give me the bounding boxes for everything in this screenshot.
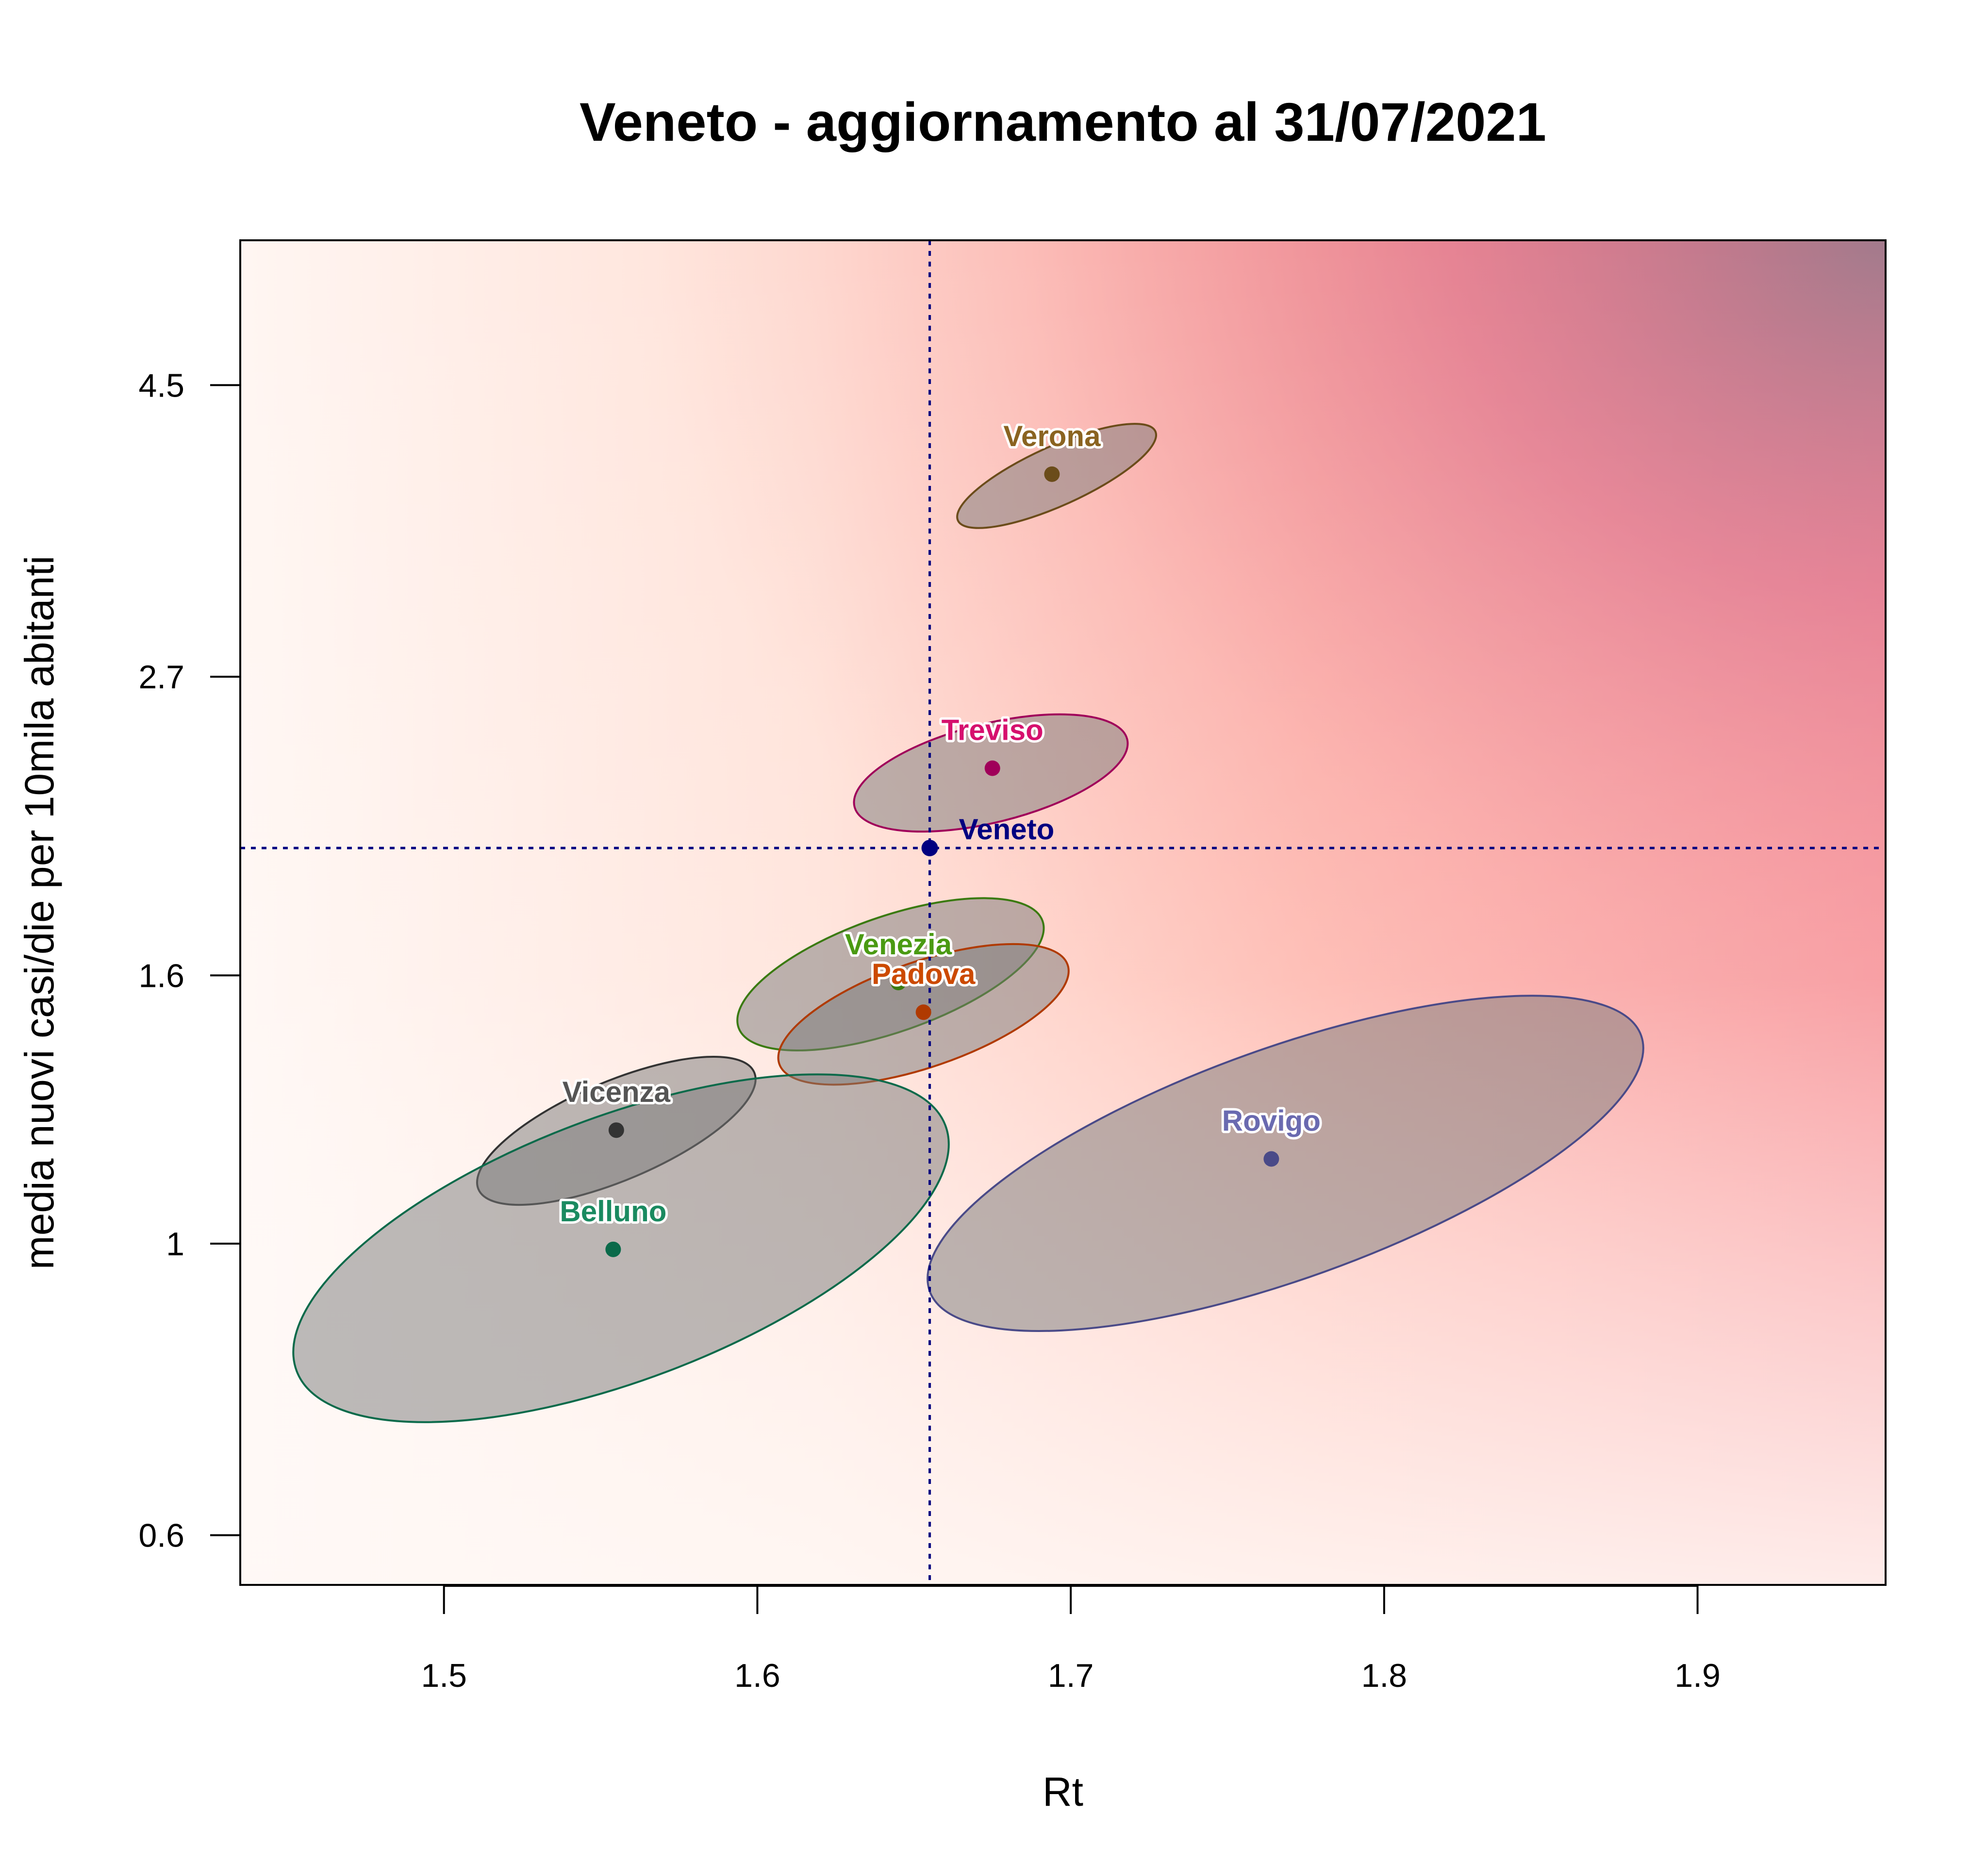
y-tick-label: 1.6 <box>138 957 184 994</box>
point-padova <box>915 1004 931 1020</box>
reference-lines <box>240 240 1886 1585</box>
x-axis: 1.5 1.6 1.7 1.8 1.9 <box>421 1585 1721 1694</box>
y-axis-label: media nuovi casi/die per 10mila abitanti <box>17 556 62 1270</box>
point-verona <box>1044 466 1060 482</box>
x-tick-label: 1.6 <box>734 1657 780 1694</box>
y-tick-label: 2.7 <box>138 659 184 696</box>
point-venezia <box>891 975 906 991</box>
label-padova: Padova <box>872 958 976 990</box>
x-tick-label: 1.5 <box>421 1657 467 1694</box>
x-tick-label: 1.8 <box>1361 1657 1408 1694</box>
label-venezia: Venezia <box>845 928 952 961</box>
label-vicenza: Vicenza <box>563 1076 671 1108</box>
y-tick-label: 0.6 <box>138 1517 184 1554</box>
point-veneto <box>921 839 938 856</box>
chart-title: Veneto - aggiornamento al 31/07/2021 <box>580 92 1546 152</box>
point-treviso <box>984 760 1000 776</box>
label-verona: Verona <box>1003 420 1101 452</box>
confidence-ellipses <box>292 423 1644 1423</box>
point-belluno <box>605 1241 621 1257</box>
ellipse-belluno <box>292 1073 950 1423</box>
y-tick-label: 1 <box>166 1226 184 1263</box>
x-axis-label: Rt <box>1043 1769 1083 1814</box>
x-tick-label: 1.9 <box>1674 1657 1721 1694</box>
y-axis: 0.6 1 1.6 2.7 4.5 <box>138 367 239 1554</box>
point-vicenza <box>608 1122 624 1138</box>
label-veneto: Veneto <box>959 813 1055 846</box>
point-rovigo <box>1263 1151 1279 1167</box>
label-treviso: Treviso <box>942 714 1044 747</box>
label-rovigo: Rovigo <box>1222 1104 1321 1137</box>
x-tick-label: 1.7 <box>1048 1657 1094 1694</box>
data-points <box>605 466 1279 1257</box>
y-tick-label: 4.5 <box>138 367 184 404</box>
label-belluno: Belluno <box>560 1195 666 1228</box>
